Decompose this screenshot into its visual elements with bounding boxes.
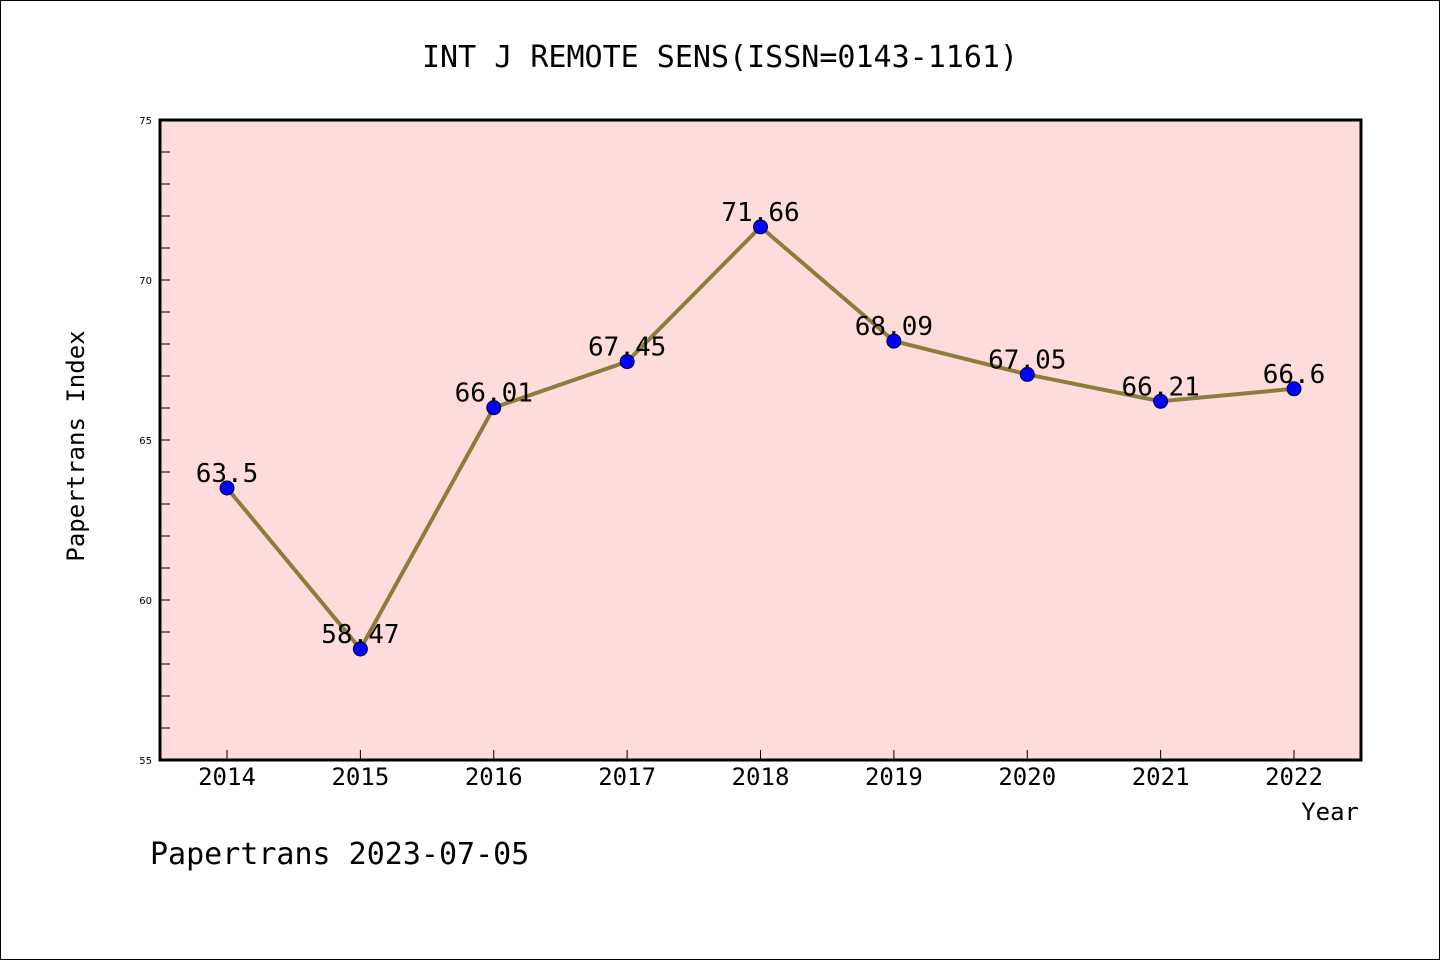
x-tick-label: 2018 bbox=[732, 763, 790, 791]
data-label: 66.21 bbox=[1121, 372, 1199, 402]
data-label: 66.6 bbox=[1263, 360, 1326, 390]
data-label: 58.47 bbox=[321, 620, 399, 650]
x-tick-label: 2017 bbox=[598, 763, 656, 791]
y-axis-ticks: 55 60 65 70 75 bbox=[139, 116, 170, 767]
x-tick-label: 2016 bbox=[465, 763, 523, 791]
data-label: 71.66 bbox=[721, 198, 799, 228]
data-label: 67.45 bbox=[588, 333, 666, 363]
data-point bbox=[219, 480, 235, 496]
y-tick-label: 65 bbox=[139, 436, 152, 447]
x-axis-label: Year bbox=[1301, 798, 1359, 826]
data-markers bbox=[219, 219, 1302, 657]
data-label: 68.09 bbox=[855, 312, 933, 342]
footer-text: Papertrans 2023-07-05 bbox=[150, 837, 529, 872]
data-label: 66.01 bbox=[455, 379, 533, 409]
data-label: 67.05 bbox=[988, 345, 1066, 375]
chart-title: INT J REMOTE SENS(ISSN=0143-1161) bbox=[422, 40, 1018, 75]
y-tick-label: 70 bbox=[139, 276, 152, 287]
data-point bbox=[352, 641, 368, 657]
y-tick-label: 55 bbox=[139, 756, 152, 767]
data-point bbox=[619, 354, 635, 370]
data-point bbox=[1153, 393, 1169, 409]
data-point bbox=[1019, 366, 1035, 382]
x-tick-label: 2019 bbox=[865, 763, 923, 791]
x-tick-label: 2021 bbox=[1132, 763, 1190, 791]
x-tick-label: 2022 bbox=[1265, 763, 1323, 791]
data-point bbox=[753, 219, 768, 235]
data-point bbox=[886, 333, 902, 349]
data-point bbox=[1286, 381, 1302, 397]
x-tick-label: 2020 bbox=[998, 763, 1056, 791]
data-point bbox=[486, 400, 502, 416]
data-labels: 63.5 58.47 66.01 67.45 71.66 68.09 67.05 66.21 6… bbox=[196, 198, 1326, 650]
y-tick-label: 60 bbox=[139, 596, 152, 607]
x-tick-label: 2015 bbox=[331, 763, 389, 791]
y-axis-label: Papertrans Index bbox=[62, 330, 90, 561]
plot-frame bbox=[158, 118, 1363, 762]
y-tick-label: 75 bbox=[139, 116, 152, 127]
x-axis-ticks: 2014 2015 2016 2017 2018 2019 2020 2021 2022 bbox=[198, 750, 1323, 791]
data-label: 63.5 bbox=[196, 459, 259, 489]
x-tick-label: 2014 bbox=[198, 763, 256, 791]
